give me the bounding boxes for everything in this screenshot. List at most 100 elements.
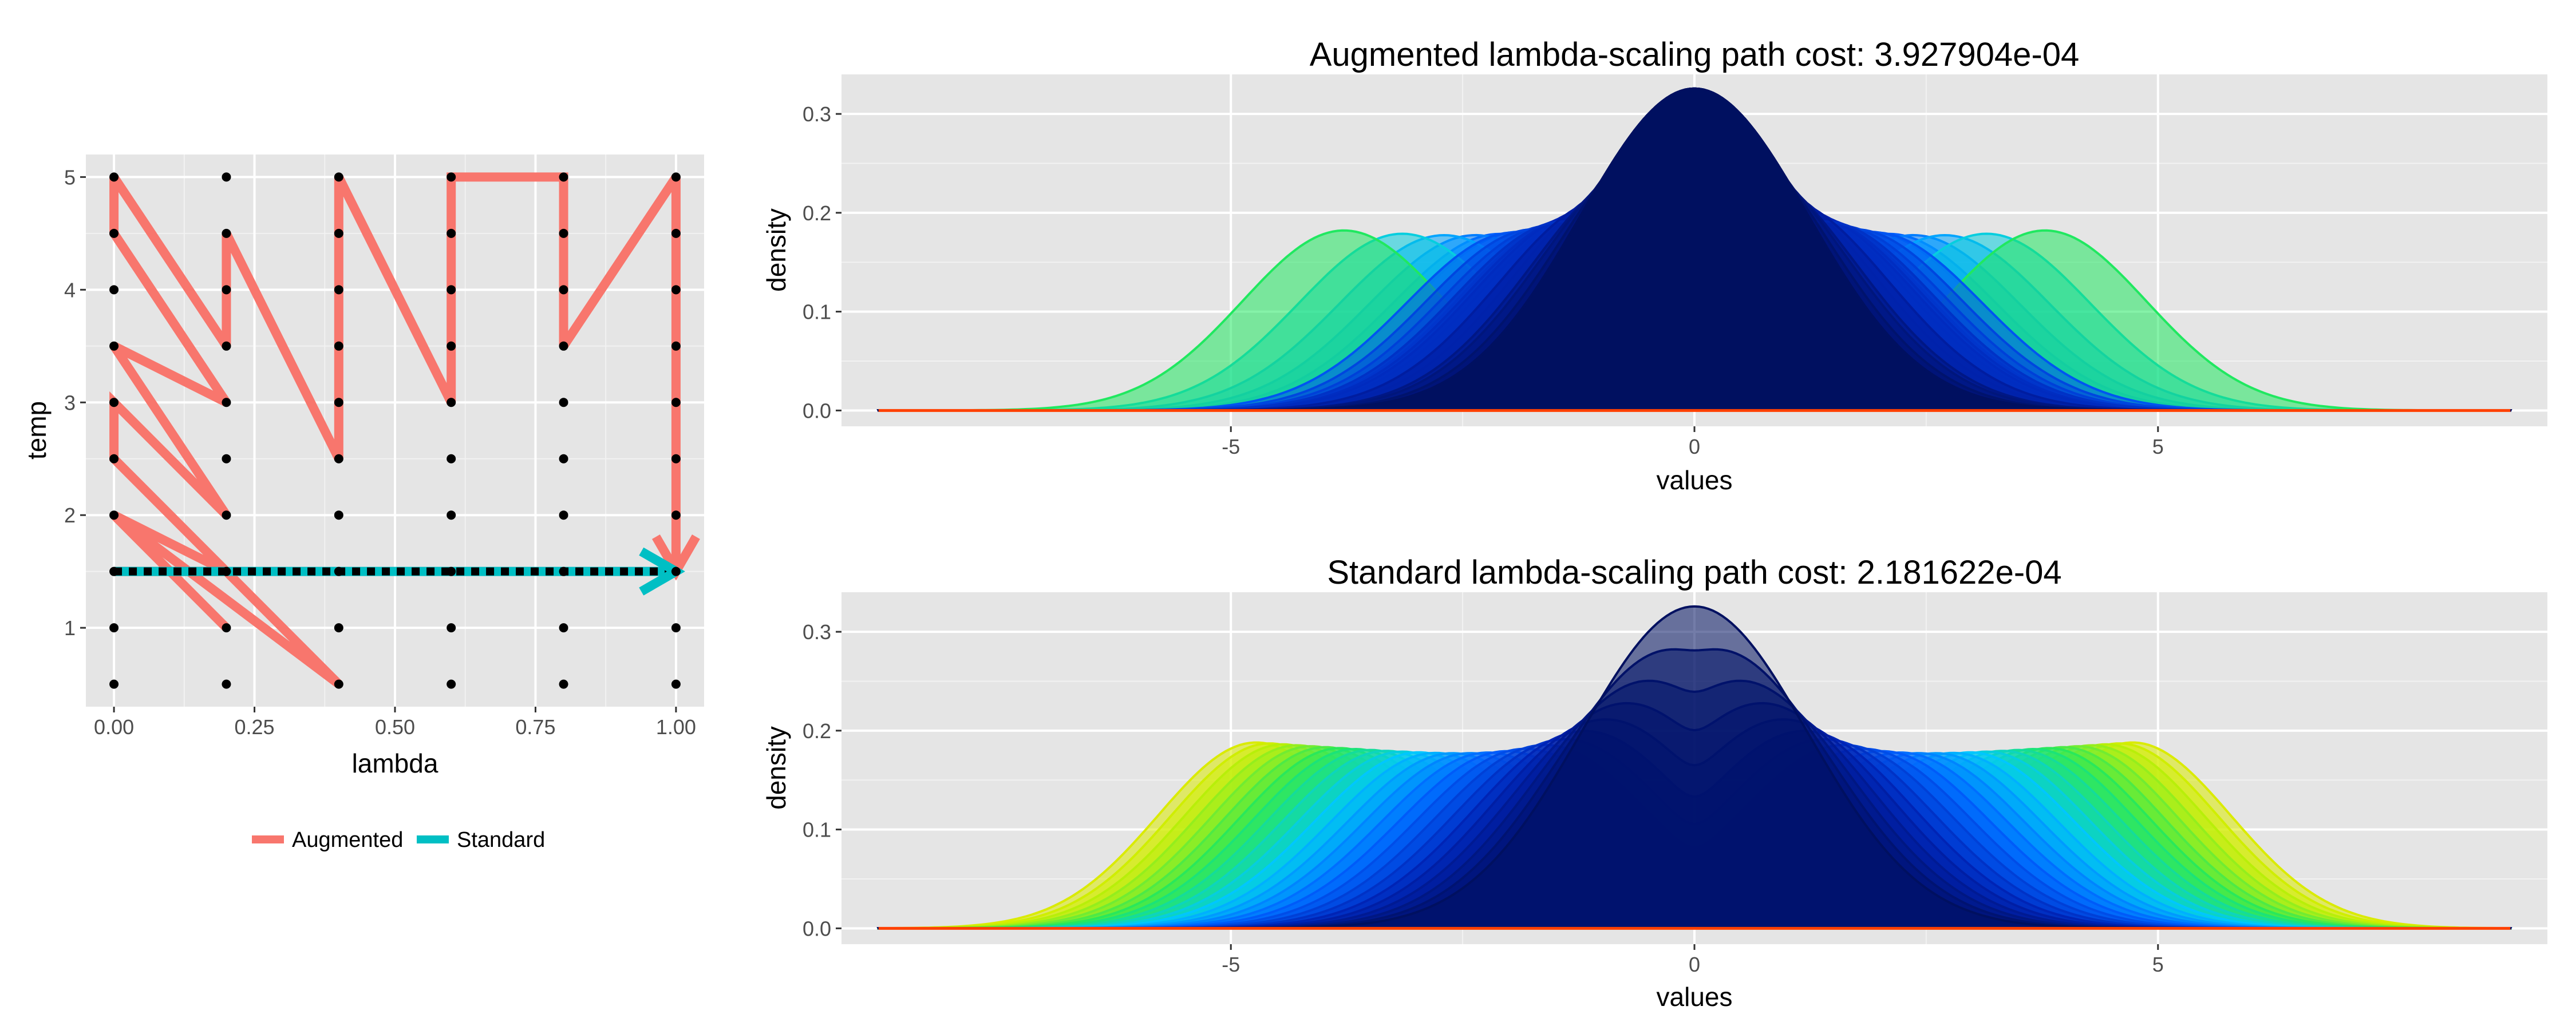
- grid-point: [109, 454, 119, 464]
- standard-plot-curves: [876, 605, 2512, 930]
- legend-label-standard: Standard: [457, 828, 545, 852]
- grid-point: [671, 510, 681, 520]
- standard-plot-y-axis-title: density: [761, 726, 791, 810]
- path-plot-x-tick-label: 1.00: [656, 715, 696, 739]
- grid-point: [447, 398, 456, 407]
- grid-point: [671, 285, 681, 295]
- grid-point: [671, 228, 681, 238]
- grid-point: [334, 285, 343, 295]
- augmented-plot-y-ticks: 0.0 0.1 0.2 0.3: [803, 102, 841, 422]
- standard-density-plot: Standard lambda-scaling path cost: 2.181…: [761, 554, 2547, 1012]
- standard-plot-y-tick-label: 0.1: [803, 818, 831, 842]
- grid-point: [109, 623, 119, 633]
- grid-point: [559, 285, 568, 295]
- standard-plot-x-tick-label: 0: [1689, 953, 1700, 976]
- grid-point: [109, 398, 119, 407]
- grid-point: [559, 228, 568, 238]
- grid-point: [109, 285, 119, 295]
- grid-point: [222, 228, 231, 238]
- grid-point: [334, 228, 343, 238]
- grid-point: [671, 341, 681, 351]
- path-plot-y-tick-label: 2: [64, 504, 76, 527]
- grid-point: [559, 398, 568, 407]
- augmented-plot-y-tick-label: 0.0: [803, 399, 831, 422]
- grid-point: [671, 623, 681, 633]
- standard-plot-x-ticks: -5 0 5: [1222, 944, 2164, 976]
- grid-point: [222, 623, 231, 633]
- augmented-plot-curves: [876, 87, 2512, 412]
- standard-plot-y-ticks: 0.0 0.1 0.2 0.3: [803, 620, 841, 940]
- augmented-plot-y-tick-label: 0.3: [803, 102, 831, 126]
- path-plot-x-tick-label: 0.00: [94, 715, 134, 739]
- augmented-density-plot: Augmented lambda-scaling path cost: 3.92…: [761, 36, 2547, 495]
- path-plot-x-tick-label: 0.75: [515, 715, 555, 739]
- path-plot-x-axis-title: lambda: [352, 748, 438, 778]
- legend: Augmented Standard: [252, 828, 545, 852]
- grid-point: [109, 172, 119, 182]
- grid-point: [559, 172, 568, 182]
- grid-point: [222, 341, 231, 351]
- grid-point: [559, 341, 568, 351]
- path-plot-y-tick-label: 3: [64, 391, 76, 414]
- augmented-plot-x-ticks: -5 0 5: [1222, 426, 2164, 458]
- grid-point: [559, 679, 568, 689]
- standard-plot-y-tick-label: 0.2: [803, 719, 831, 743]
- grid-point: [334, 398, 343, 407]
- path-plot-y-axis-title: temp: [22, 401, 52, 459]
- augmented-plot-y-axis-title: density: [761, 208, 791, 292]
- grid-point: [671, 398, 681, 407]
- grid-point: [447, 566, 456, 576]
- grid-point: [447, 341, 456, 351]
- grid-point: [222, 679, 231, 689]
- grid-point: [447, 285, 456, 295]
- grid-point: [447, 228, 456, 238]
- grid-point: [447, 679, 456, 689]
- grid-point: [109, 228, 119, 238]
- grid-point: [109, 341, 119, 351]
- grid-point: [222, 172, 231, 182]
- path-plot-x-tick-label: 0.50: [375, 715, 415, 739]
- augmented-plot-x-tick-label: 0: [1689, 435, 1700, 458]
- grid-point: [447, 623, 456, 633]
- path-plot-y-ticks: 1 2 3 4 5: [64, 165, 86, 640]
- grid-point: [222, 566, 231, 576]
- grid-point: [671, 679, 681, 689]
- grid-point: [222, 510, 231, 520]
- grid-point: [559, 566, 568, 576]
- grid-point: [559, 623, 568, 633]
- grid-point: [671, 172, 681, 182]
- grid-point: [334, 510, 343, 520]
- augmented-plot-x-tick-label: 5: [2152, 435, 2164, 458]
- grid-point: [334, 679, 343, 689]
- path-plot-x-tick-label: 0.25: [235, 715, 275, 739]
- grid-point: [671, 566, 681, 576]
- path-plot-x-ticks: 0.00 0.25 0.50 0.75 1.00: [94, 707, 696, 739]
- standard-plot-x-tick-label: -5: [1222, 953, 1240, 976]
- grid-point: [559, 454, 568, 464]
- grid-point: [334, 454, 343, 464]
- path-plot-y-tick-label: 4: [64, 278, 76, 302]
- grid-point: [222, 454, 231, 464]
- grid-point: [447, 454, 456, 464]
- legend-label-augmented: Augmented: [292, 828, 403, 852]
- augmented-plot-title: Augmented lambda-scaling path cost: 3.92…: [1310, 36, 2080, 73]
- grid-point: [671, 454, 681, 464]
- grid-point: [109, 679, 119, 689]
- grid-point: [334, 341, 343, 351]
- path-plot-y-tick-label: 5: [64, 165, 76, 189]
- augmented-plot-x-tick-label: -5: [1222, 435, 1240, 458]
- standard-plot-title: Standard lambda-scaling path cost: 2.181…: [1327, 554, 2061, 591]
- grid-point: [334, 566, 343, 576]
- standard-plot-y-tick-label: 0.0: [803, 917, 831, 940]
- grid-point: [222, 285, 231, 295]
- path-plot: 0.00 0.25 0.50 0.75 1.00 1 2 3 4 5 lambda temp: [22, 154, 704, 778]
- grid-point: [222, 398, 231, 407]
- grid-point: [447, 172, 456, 182]
- grid-point: [109, 510, 119, 520]
- path-plot-grid: [86, 154, 704, 707]
- standard-plot-y-tick-label: 0.3: [803, 620, 831, 644]
- grid-point: [559, 510, 568, 520]
- standard-plot-x-tick-label: 5: [2152, 953, 2164, 976]
- path-plot-marks: [109, 172, 700, 689]
